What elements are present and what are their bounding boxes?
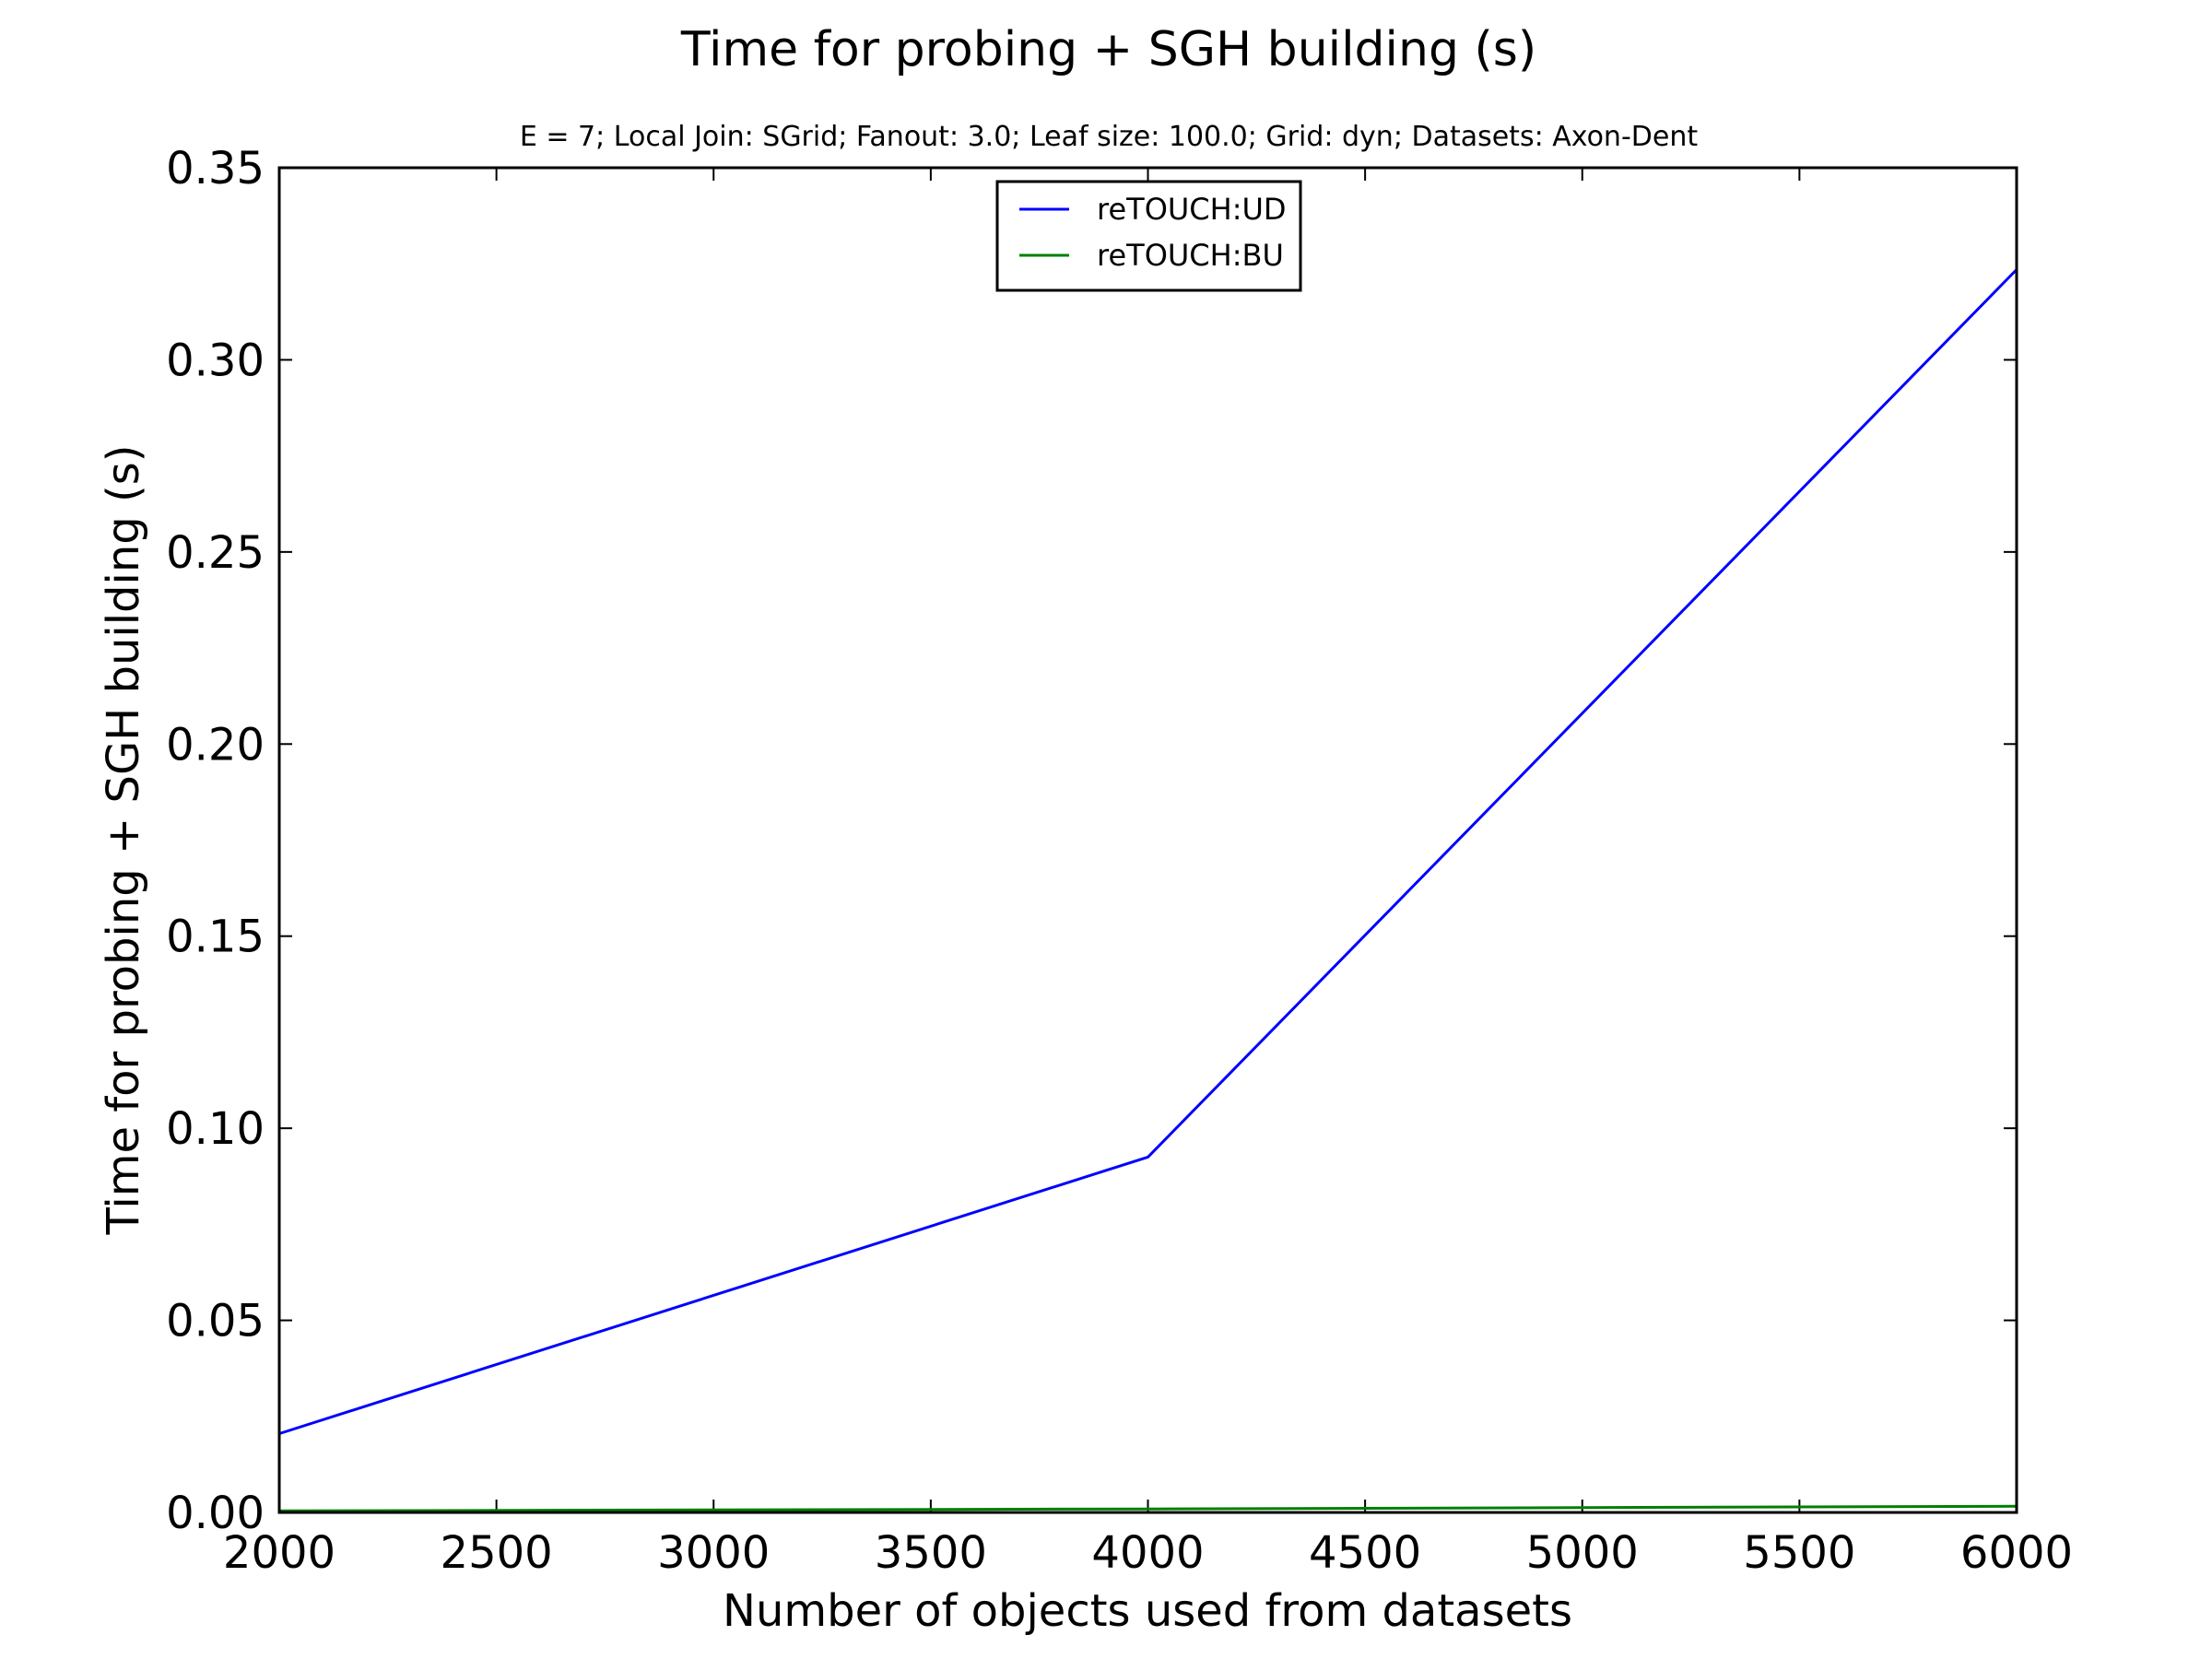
chart-subtitle: E = 7; Local Join: SGrid; Fanout: 3.0; L… [520, 121, 1698, 153]
y-tick-label: 0.25 [166, 527, 265, 579]
series-line-1 [278, 1504, 2018, 1512]
axis-ticks: 2000 2500 3000 3500 4000 4500 5000 5500 6000 0.00… [166, 143, 2073, 1579]
x-tick-label: 4500 [1309, 1527, 1421, 1579]
x-tick-label: 2500 [441, 1527, 553, 1579]
plot-frame [277, 166, 2018, 1514]
legend-box [995, 180, 1302, 292]
x-tick-label: 5500 [1743, 1527, 1855, 1579]
series-lines [278, 268, 2018, 1512]
x-tick-label: 6000 [1960, 1527, 2073, 1579]
x-axis-label: Number of objects used from datasets [723, 1585, 1572, 1637]
series-line-0 [278, 268, 2018, 1435]
y-tick-label: 0.15 [166, 912, 265, 963]
y-tick-label: 0.05 [166, 1296, 265, 1347]
y-tick-label: 0.00 [166, 1488, 265, 1539]
chart-title: Time for probing + SGH building (s) [680, 22, 1536, 77]
x-tick-label: 3500 [875, 1527, 987, 1579]
legend: reTOUCH:UD reTOUCH:BU [995, 180, 1302, 292]
y-tick-label: 0.20 [166, 719, 265, 771]
x-tick-label: 4000 [1091, 1527, 1204, 1579]
x-tick-label: 3000 [657, 1527, 770, 1579]
legend-label: reTOUCH:BU [1097, 238, 1284, 273]
y-tick-label: 0.10 [166, 1103, 265, 1155]
y-tick-label: 0.30 [166, 335, 265, 386]
x-tick-label: 5000 [1526, 1527, 1639, 1579]
y-axis-label: Time for probing + SGH building (s) [98, 445, 149, 1236]
legend-label: reTOUCH:UD [1097, 192, 1287, 227]
y-tick-label: 0.35 [166, 143, 265, 194]
x-tick-label: 2000 [223, 1527, 335, 1579]
